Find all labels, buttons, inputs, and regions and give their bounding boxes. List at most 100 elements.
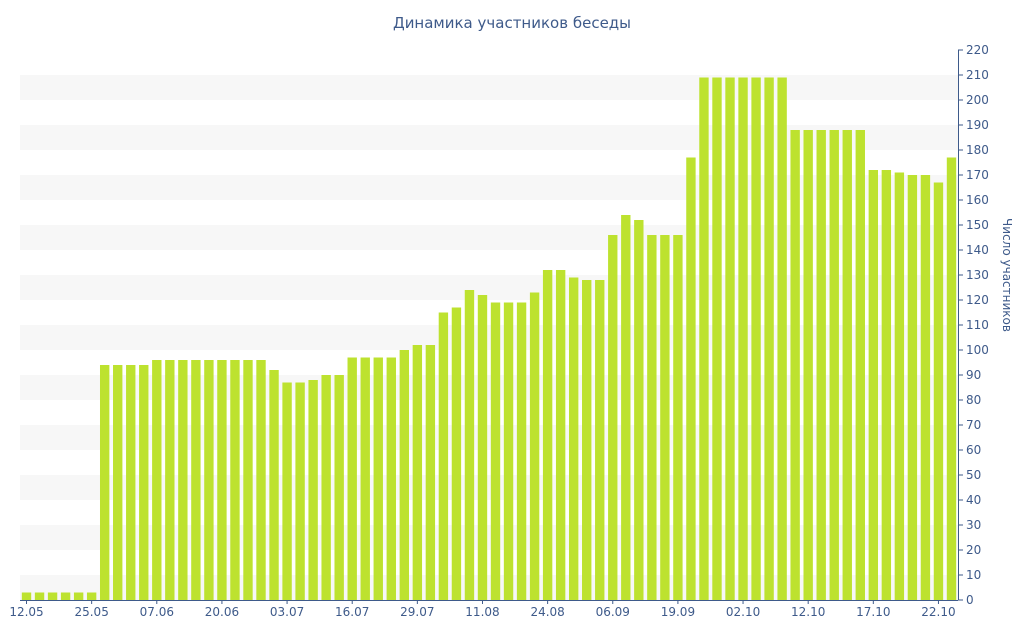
x-tick-label: 29.07	[400, 605, 434, 619]
bar	[191, 360, 201, 600]
y-tick-label: 90	[966, 368, 981, 382]
x-tick-label: 03.07	[270, 605, 304, 619]
bar	[933, 182, 944, 600]
bar	[699, 77, 709, 600]
bar	[47, 592, 58, 600]
y-tick-label: 20	[966, 543, 981, 557]
y-axis-label: Число участников	[1000, 218, 1014, 332]
grid-band	[20, 125, 958, 150]
grid-band	[20, 325, 958, 350]
bar	[555, 270, 566, 600]
bar	[269, 370, 279, 600]
bar	[451, 307, 462, 600]
grid-band	[20, 475, 958, 500]
bar	[60, 592, 71, 600]
bar	[308, 380, 318, 600]
bar	[99, 365, 110, 600]
bar	[686, 157, 696, 600]
bar	[751, 77, 761, 600]
bar	[907, 175, 918, 600]
x-tick-label: 02.10	[726, 605, 760, 619]
y-tick-label: 60	[966, 443, 981, 457]
bar	[608, 235, 618, 600]
bar	[347, 357, 357, 600]
bar	[321, 375, 331, 600]
bar	[868, 170, 879, 600]
y-tick-label: 210	[966, 68, 989, 82]
bar	[568, 277, 579, 600]
bar	[477, 295, 488, 600]
y-tick-label: 110	[966, 318, 989, 332]
bar	[34, 592, 45, 600]
x-tick-label: 06.09	[596, 605, 630, 619]
bar	[725, 77, 735, 600]
bar	[881, 170, 892, 600]
bar	[73, 592, 84, 600]
bar	[621, 215, 631, 600]
y-tick-label: 170	[966, 168, 989, 182]
y-tick-label: 140	[966, 243, 989, 257]
y-tick-label: 220	[966, 43, 989, 57]
bar	[113, 365, 123, 600]
grid-band	[20, 525, 958, 550]
grid-band	[20, 275, 958, 300]
y-tick-label: 40	[966, 493, 981, 507]
bar	[894, 172, 905, 600]
bar	[243, 360, 253, 600]
bar	[803, 130, 813, 600]
bar	[464, 290, 475, 600]
y-tick-label: 80	[966, 393, 981, 407]
x-tick-label: 25.05	[74, 605, 108, 619]
y-tick-label: 70	[966, 418, 981, 432]
bar	[946, 157, 957, 600]
y-tick-label: 130	[966, 268, 989, 282]
y-tick-label: 200	[966, 93, 989, 107]
bar	[165, 360, 175, 600]
grid-band	[20, 225, 958, 250]
chart-title: Динамика участников беседы	[393, 14, 631, 32]
bar	[386, 357, 396, 600]
bar	[152, 360, 162, 600]
y-axis: 0 10 20 30 40 50 60 70 80 90 100 110 120 130 140 150 160…	[958, 43, 989, 607]
bar	[295, 382, 305, 600]
x-tick-label: 16.07	[335, 605, 369, 619]
bar	[595, 280, 605, 600]
x-tick-label: 12.10	[791, 605, 825, 619]
y-tick-label: 0	[966, 593, 974, 607]
bar-series	[21, 77, 957, 600]
bar	[738, 77, 748, 600]
bar	[412, 345, 423, 600]
bar	[360, 357, 370, 600]
bar	[816, 130, 826, 600]
bar	[920, 175, 931, 600]
x-tick-label: 07.06	[140, 605, 174, 619]
bar	[777, 77, 787, 600]
bar	[126, 365, 136, 600]
bar	[842, 130, 852, 600]
y-tick-label: 100	[966, 343, 989, 357]
y-tick-label: 30	[966, 518, 981, 532]
bar	[334, 375, 344, 600]
grid-band	[20, 175, 958, 200]
bar	[86, 592, 97, 600]
bar	[647, 235, 657, 600]
bar	[217, 360, 227, 600]
bar	[21, 592, 32, 600]
bar	[660, 235, 670, 600]
bar	[438, 312, 449, 600]
x-tick-label: 11.08	[465, 605, 499, 619]
y-tick-label: 10	[966, 568, 981, 582]
bar	[712, 77, 722, 600]
bar	[204, 360, 214, 600]
bar	[855, 130, 865, 600]
y-tick-label: 150	[966, 218, 989, 232]
bar	[139, 365, 149, 600]
bar	[529, 292, 540, 600]
y-tick-label: 120	[966, 293, 989, 307]
y-tick-label: 160	[966, 193, 989, 207]
bar	[178, 360, 188, 600]
bar	[790, 130, 800, 600]
bar	[582, 280, 592, 600]
